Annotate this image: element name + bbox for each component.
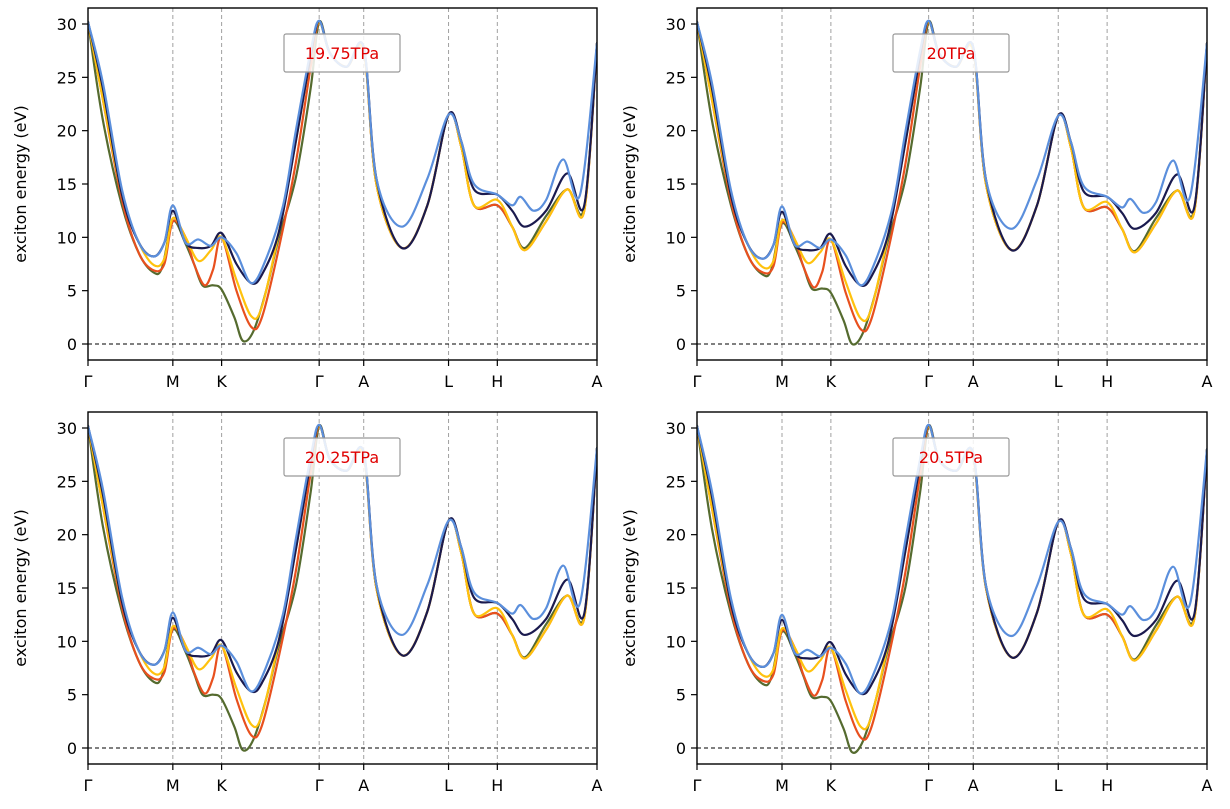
y-tick-label: 20 — [666, 526, 686, 545]
y-tick-label: 20 — [666, 122, 686, 141]
x-tick-label: K — [826, 372, 837, 391]
y-tick-label: 25 — [57, 472, 77, 491]
x-tick-label: M — [775, 776, 789, 795]
y-tick-label: 30 — [666, 419, 686, 438]
y-tick-label: 0 — [676, 739, 686, 758]
x-tick-label: L — [444, 776, 453, 795]
y-tick-label: 25 — [57, 68, 77, 87]
y-tick-label: 10 — [666, 632, 686, 651]
y-tick-label: 30 — [57, 15, 77, 34]
pressure-label: 20.5TPa — [919, 448, 983, 467]
x-tick-label: M — [775, 372, 789, 391]
y-tick-label: 0 — [676, 335, 686, 354]
x-tick-label: M — [166, 372, 180, 391]
x-tick-label: Γ — [84, 372, 93, 391]
x-tick-label: Γ — [315, 776, 324, 795]
y-axis-label: exciton energy (eV) — [11, 105, 30, 262]
y-tick-label: 5 — [67, 282, 77, 301]
x-tick-label: L — [1054, 776, 1063, 795]
x-tick-label: H — [491, 372, 503, 391]
y-axis-label: exciton energy (eV) — [11, 509, 30, 666]
y-tick-label: 25 — [666, 472, 686, 491]
x-tick-label: A — [592, 372, 603, 391]
x-tick-label: Γ — [693, 776, 702, 795]
y-tick-label: 0 — [67, 739, 77, 758]
y-tick-label: 0 — [67, 335, 77, 354]
exciton-band-5 — [88, 19, 597, 285]
exciton-band-5 — [697, 19, 1207, 287]
x-tick-label: A — [968, 776, 979, 795]
x-tick-label: Γ — [924, 372, 933, 391]
x-tick-label: A — [358, 776, 369, 795]
y-tick-label: 25 — [666, 68, 686, 87]
pressure-label-box — [892, 437, 1010, 477]
pressure-label-box — [283, 33, 401, 73]
pressure-label-box — [283, 437, 401, 477]
exciton-band-5 — [88, 423, 597, 693]
y-axis-label: exciton energy (eV) — [620, 509, 639, 666]
y-tick-label: 10 — [57, 632, 77, 651]
y-tick-label: 15 — [57, 175, 77, 194]
x-tick-label: Γ — [924, 776, 933, 795]
pressure-label: 20.25TPa — [305, 448, 379, 467]
x-tick-label: Γ — [84, 776, 93, 795]
y-tick-label: 30 — [666, 15, 686, 34]
x-tick-label: K — [216, 776, 227, 795]
pressure-label-box — [892, 33, 1010, 73]
y-tick-label: 10 — [57, 228, 77, 247]
pressure-label: 19.75TPa — [305, 44, 379, 63]
y-tick-label: 30 — [57, 419, 77, 438]
x-tick-label: L — [444, 372, 453, 391]
y-tick-label: 15 — [57, 579, 77, 598]
y-tick-label: 5 — [676, 686, 686, 705]
x-tick-label: A — [358, 372, 369, 391]
exciton-band-5 — [697, 423, 1207, 695]
y-tick-label: 15 — [666, 579, 686, 598]
x-tick-label: A — [1202, 372, 1213, 391]
pressure-label: 20TPa — [927, 44, 976, 63]
x-tick-label: H — [1101, 776, 1113, 795]
y-tick-label: 10 — [666, 228, 686, 247]
x-tick-label: K — [826, 776, 837, 795]
x-tick-label: A — [592, 776, 603, 795]
x-tick-label: H — [1101, 372, 1113, 391]
x-tick-label: Γ — [315, 372, 324, 391]
x-tick-label: Γ — [693, 372, 702, 391]
x-tick-label: A — [968, 372, 979, 391]
x-tick-label: L — [1054, 372, 1063, 391]
y-tick-label: 20 — [57, 122, 77, 141]
y-tick-label: 20 — [57, 526, 77, 545]
y-tick-label: 5 — [676, 282, 686, 301]
y-axis-label: exciton energy (eV) — [620, 105, 639, 262]
y-tick-label: 15 — [666, 175, 686, 194]
x-tick-label: A — [1202, 776, 1213, 795]
x-tick-label: K — [216, 372, 227, 391]
x-tick-label: M — [166, 776, 180, 795]
x-tick-label: H — [491, 776, 503, 795]
y-tick-label: 5 — [67, 686, 77, 705]
